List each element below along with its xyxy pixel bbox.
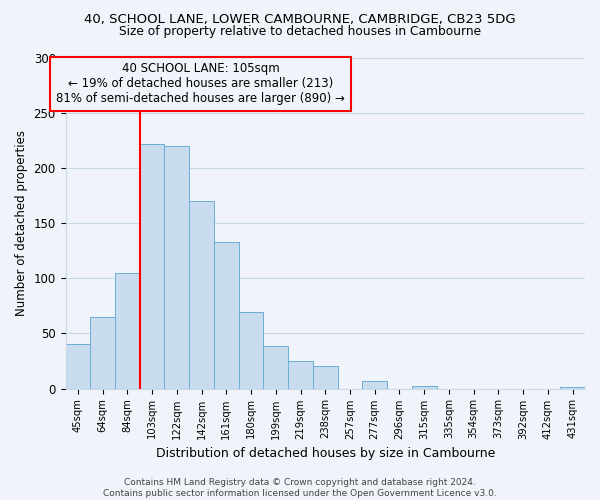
Bar: [140, 144, 164, 388]
Text: Contains HM Land Registry data © Crown copyright and database right 2024.
Contai: Contains HM Land Registry data © Crown c…: [103, 478, 497, 498]
Bar: [164, 146, 189, 388]
Bar: [288, 361, 313, 388]
Bar: [263, 346, 288, 389]
Bar: [214, 242, 239, 388]
Bar: [90, 317, 115, 388]
Text: 40, SCHOOL LANE, LOWER CAMBOURNE, CAMBRIDGE, CB23 5DG: 40, SCHOOL LANE, LOWER CAMBOURNE, CAMBRI…: [84, 12, 516, 26]
Bar: [115, 272, 140, 388]
Bar: [65, 344, 90, 389]
Bar: [362, 381, 387, 388]
Y-axis label: Number of detached properties: Number of detached properties: [15, 130, 28, 316]
Bar: [313, 366, 338, 388]
Bar: [412, 386, 437, 388]
Text: Size of property relative to detached houses in Cambourne: Size of property relative to detached ho…: [119, 25, 481, 38]
X-axis label: Distribution of detached houses by size in Cambourne: Distribution of detached houses by size …: [155, 447, 495, 460]
Text: 40 SCHOOL LANE: 105sqm
← 19% of detached houses are smaller (213)
81% of semi-de: 40 SCHOOL LANE: 105sqm ← 19% of detached…: [56, 62, 345, 106]
Bar: [189, 201, 214, 388]
Bar: [239, 312, 263, 388]
